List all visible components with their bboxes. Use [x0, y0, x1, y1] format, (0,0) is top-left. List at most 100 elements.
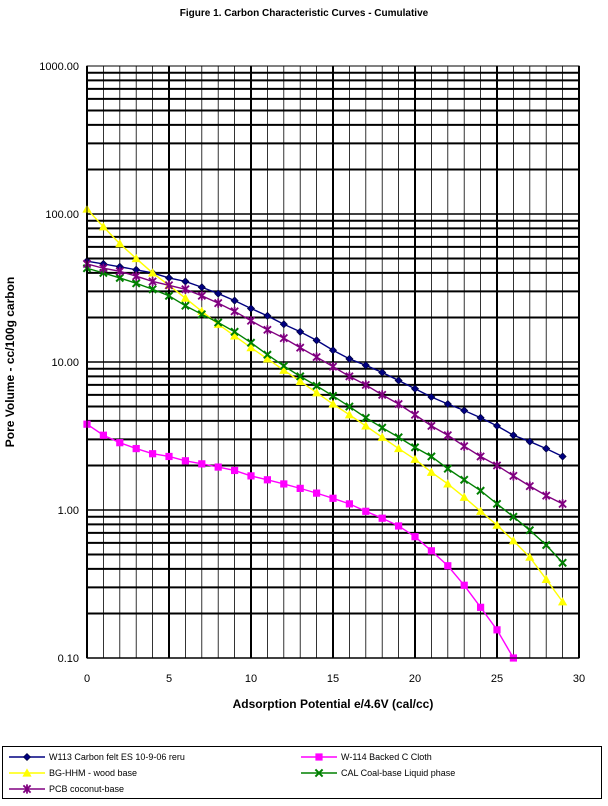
data-point-w113 [427, 392, 436, 402]
data-point-cal [115, 273, 125, 283]
data-point-cal [263, 350, 272, 360]
legend-item-w113: W113 Carbon felt ES 10-9-06 reru [9, 750, 185, 764]
data-point-cal [131, 279, 141, 288]
data-point-w113 [542, 444, 551, 453]
data-point-w113 [230, 296, 239, 305]
data-point-w114 [493, 626, 501, 634]
data-point-pcb [558, 499, 567, 509]
data-point-pcb [246, 316, 256, 326]
data-point-w113 [345, 354, 354, 363]
data-point-bg-hhm [443, 479, 453, 488]
data-point-w114 [345, 500, 353, 508]
x-tick-label: 10 [245, 673, 257, 685]
data-point-cal [509, 512, 518, 522]
data-point-w114 [362, 507, 370, 515]
data-point-bg-hhm [541, 574, 551, 583]
data-point-pcb [476, 451, 485, 462]
legend: W113 Carbon felt ES 10-9-06 reru W-114 B… [2, 746, 602, 799]
y-tick-label: 10.00 [51, 357, 79, 369]
data-point-bg-hhm [312, 388, 322, 397]
data-point-pcb [328, 362, 338, 372]
data-point-bg-hhm [492, 520, 502, 529]
data-point-cal [476, 486, 485, 496]
legend-label-w113: W113 Carbon felt ES 10-9-06 reru [49, 752, 185, 762]
data-point-cal [279, 361, 289, 371]
data-point-pcb [361, 380, 371, 390]
data-point-cal [525, 525, 535, 535]
chart-plot: 0 5 10 15 20 25 30 0.10 1.00 10.00 100.00 1000.00 A… [3, 61, 585, 711]
data-point-cal [427, 452, 436, 461]
legend-swatch-cal [301, 768, 337, 778]
data-point-pcb [443, 430, 453, 440]
data-point-w114 [263, 476, 271, 484]
data-point-pcb [394, 399, 403, 409]
series-layer [82, 204, 568, 662]
x-tick-label: 5 [166, 673, 172, 685]
data-point-pcb [148, 276, 157, 287]
plot-border [86, 65, 580, 659]
data-point-pcb [525, 481, 535, 491]
data-point-w113 [558, 452, 567, 461]
data-point-pcb [509, 471, 518, 481]
x-tick-label: 25 [491, 673, 503, 685]
data-point-bg-hhm [361, 421, 371, 430]
data-point-pcb [459, 441, 469, 451]
data-point-cal [328, 391, 338, 401]
data-point-bg-hhm [148, 268, 158, 277]
data-point-bg-hhm [262, 354, 272, 363]
data-point-pcb [492, 460, 502, 471]
data-point-w114 [427, 547, 435, 555]
legend-marker-pcb [22, 784, 32, 794]
data-point-w114 [181, 457, 189, 465]
y-tick-label: 1.00 [58, 505, 79, 517]
y-tick-label: 100.00 [45, 209, 79, 221]
grid-lines [86, 66, 580, 659]
legend-swatch-w114 [301, 753, 337, 761]
data-point-w113 [476, 413, 485, 422]
data-point-pcb [345, 371, 354, 381]
legend-swatch-pcb [9, 784, 45, 794]
data-point-pcb [213, 298, 223, 308]
data-point-bg-hhm [98, 222, 108, 231]
legend-label-w114: W-114 Backed C Cloth [341, 752, 432, 762]
data-point-w113 [197, 283, 206, 292]
data-point-cal [230, 327, 239, 337]
data-point-w114 [460, 581, 468, 589]
data-point-w113 [328, 346, 338, 355]
data-point-cal [443, 464, 453, 474]
data-point-w114 [477, 603, 485, 611]
data-point-pcb [377, 390, 387, 400]
legend-marker-w113 [22, 752, 32, 762]
data-point-cal [410, 443, 420, 452]
data-point-pcb [197, 291, 207, 301]
data-point-w113 [312, 336, 321, 345]
data-point-cal [197, 310, 207, 319]
legend-label-bg-hhm: BG-HHM - wood base [49, 768, 138, 778]
data-point-w113 [263, 311, 272, 320]
x-tick-label: 0 [84, 673, 90, 685]
data-point-w114 [280, 480, 288, 488]
legend-marker-bg-hhm [22, 768, 32, 777]
data-point-cal [148, 284, 157, 294]
data-point-w114 [132, 444, 140, 453]
data-point-w113 [279, 320, 288, 329]
data-point-pcb [312, 352, 321, 362]
data-point-w114 [411, 533, 419, 541]
data-point-w114 [149, 450, 157, 458]
data-point-w113 [214, 289, 223, 298]
data-point-w113 [181, 277, 190, 286]
data-point-w114 [313, 489, 321, 497]
data-point-w114 [378, 514, 386, 522]
legend-swatch-w113 [9, 752, 45, 762]
data-point-w113 [246, 304, 256, 313]
data-point-cal [213, 318, 223, 327]
data-point-w114 [116, 439, 124, 447]
data-point-bg-hhm [131, 253, 141, 263]
data-point-cal [345, 402, 354, 411]
data-point-w114 [444, 562, 452, 570]
data-point-cal [558, 558, 567, 568]
data-point-w114 [395, 522, 403, 530]
data-point-w114 [165, 452, 173, 461]
data-point-bg-hhm [246, 343, 256, 352]
data-point-cal [541, 540, 551, 550]
